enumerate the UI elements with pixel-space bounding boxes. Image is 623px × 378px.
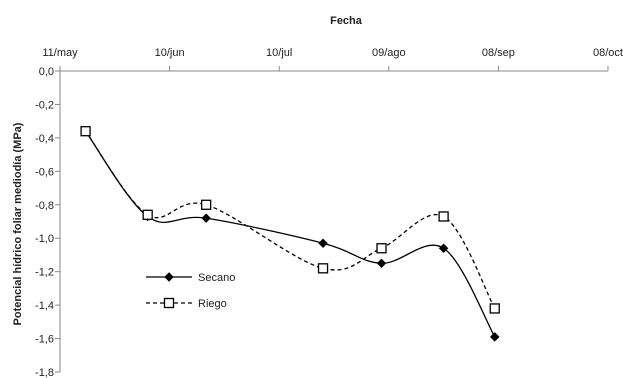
y-tick-label: -1,8 xyxy=(35,367,54,378)
series-secano-point xyxy=(490,332,500,342)
x-tick-label: 11/may xyxy=(42,47,78,59)
legend: Secano Riego xyxy=(146,272,235,310)
x-tick-label: 09/ago xyxy=(372,47,406,59)
series-riego xyxy=(80,126,500,314)
legend-riego-point xyxy=(163,297,175,309)
y-tick-label: -1,0 xyxy=(35,233,54,245)
legend-riego-label: Riego xyxy=(198,298,227,310)
y-axis-title: Potencial hídrico foliar mediodía (MPa) xyxy=(12,122,24,325)
legend-secano-label: Secano xyxy=(198,272,235,284)
series-layer xyxy=(80,126,500,342)
series-riego-point xyxy=(438,211,449,222)
y-tick-label: -0,6 xyxy=(35,166,54,178)
legend-secano: Secano xyxy=(146,272,235,284)
series-secano-point xyxy=(438,243,449,253)
series-riego-point xyxy=(376,243,387,254)
y-tick-label: -0,8 xyxy=(35,200,54,212)
series-riego-point xyxy=(317,263,329,274)
series-riego-point xyxy=(200,199,212,210)
series-riego-point xyxy=(142,209,153,220)
y-tick-label: -1,6 xyxy=(35,334,54,346)
series-riego-point xyxy=(489,303,500,314)
series-secano-point xyxy=(318,238,328,248)
y-tick-label: -1,2 xyxy=(35,267,54,279)
y-tick-label: 0,0 xyxy=(39,66,54,78)
series-secano-line xyxy=(85,130,496,338)
y-tick-label: -0,2 xyxy=(35,99,54,111)
series-secano-point xyxy=(201,213,211,223)
y-tick-label: -0,4 xyxy=(35,133,54,145)
x-tick-label: 08/oct xyxy=(593,47,623,59)
series-secano xyxy=(80,126,500,342)
axes xyxy=(55,66,609,373)
series-riego-point xyxy=(80,126,91,137)
y-tick-labels: 0,0 -0,2 -0,4 -0,6 -0,8 -1,0 -1,2 -1,4 -1,6 -1,8 xyxy=(35,66,54,378)
x-tick-labels: 11/may 10/jun 10/jul 09/ago 08/sep 08/oct xyxy=(42,47,623,59)
x-tick-label: 10/jun xyxy=(155,47,185,59)
x-axis-title: Fecha xyxy=(330,15,363,27)
y-tick-label: -1,4 xyxy=(35,300,54,312)
legend-secano-point xyxy=(164,272,174,282)
series-secano-point xyxy=(376,258,387,269)
x-tick-label: 10/jul xyxy=(266,47,292,59)
legend-riego: Riego xyxy=(146,297,227,310)
x-tick-label: 08/sep xyxy=(482,47,515,59)
